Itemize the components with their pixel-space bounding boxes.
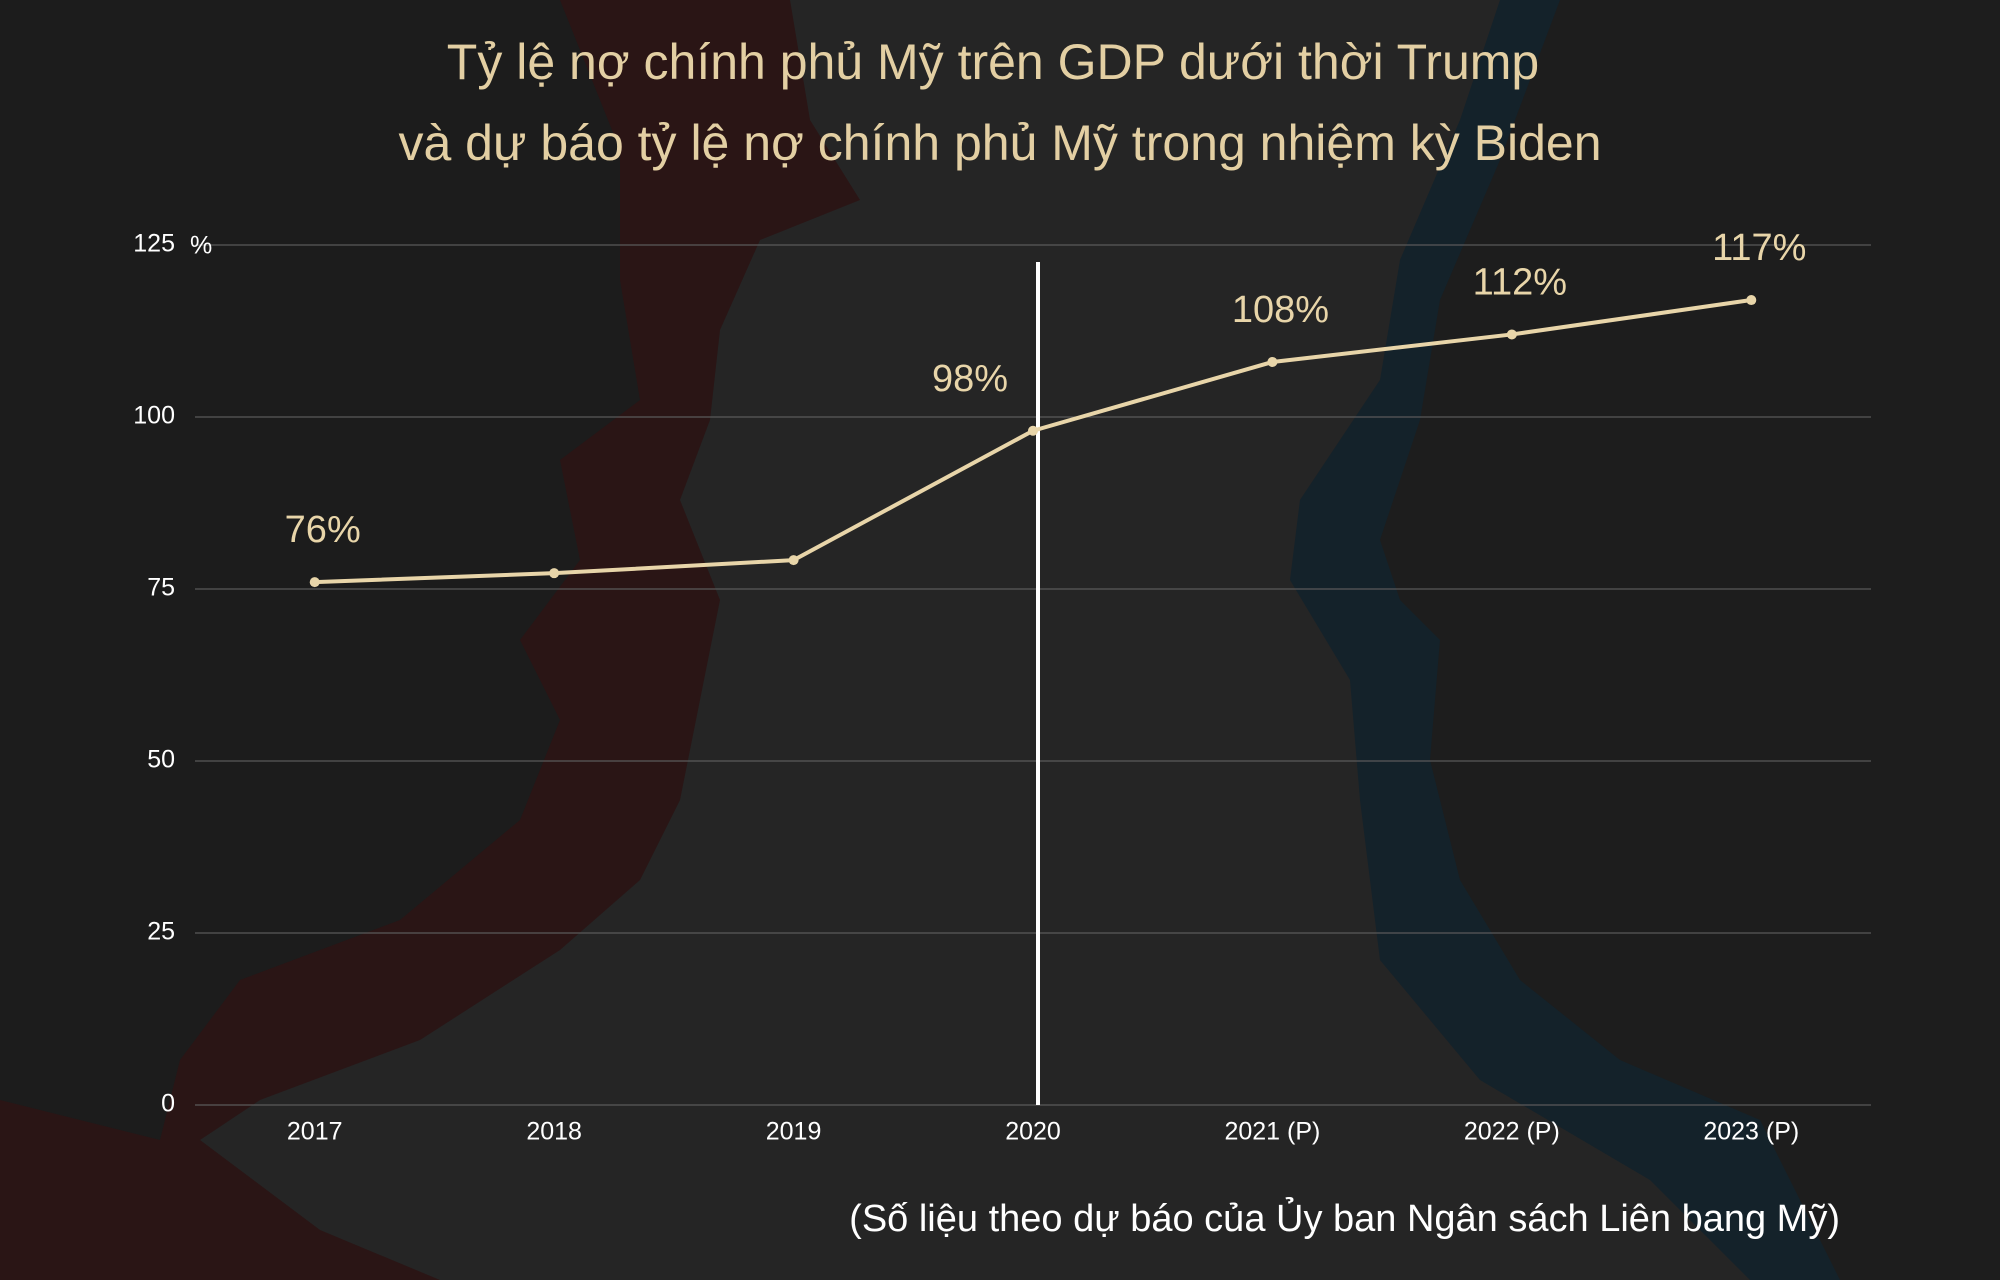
data-point	[309, 577, 320, 588]
left-face	[0, 0, 640, 1140]
data-point	[1746, 295, 1757, 306]
data-point	[788, 555, 799, 566]
x-tick-label: 2017	[287, 1118, 343, 1146]
x-tick-label: 2023 (P)	[1703, 1118, 1799, 1146]
y-tick-label: 0	[161, 1090, 175, 1118]
value-label: 108%	[1232, 289, 1329, 331]
data-point	[549, 568, 560, 579]
y-unit-label: %	[190, 232, 212, 260]
y-tick-label: 50	[147, 746, 175, 774]
chart-title: và dự báo tỷ lệ nợ chính phủ Mỹ trong nh…	[398, 115, 1601, 171]
x-tick-label: 2018	[526, 1118, 582, 1146]
y-tick-label: 125	[133, 230, 175, 258]
data-point	[1028, 425, 1038, 436]
value-label: 112%	[1473, 261, 1567, 303]
data-point	[1506, 329, 1517, 340]
y-tick-label: 25	[147, 918, 175, 946]
data-point	[1267, 356, 1278, 367]
value-label: 76%	[285, 509, 361, 551]
x-tick-label: 2019	[766, 1118, 822, 1146]
x-tick-label: 2021 (P)	[1224, 1118, 1320, 1146]
x-tick-label: 2022 (P)	[1464, 1118, 1560, 1146]
value-label: 98%	[932, 358, 1008, 400]
x-tick-label: 2020	[1005, 1118, 1061, 1146]
y-tick-label: 75	[147, 574, 175, 602]
value-label: 117%	[1712, 227, 1806, 269]
y-tick-label: 100	[133, 402, 175, 430]
source-note: (Số liệu theo dự báo của Ủy ban Ngân sác…	[849, 1196, 1840, 1240]
chart-title: Tỷ lệ nợ chính phủ Mỹ trên GDP dưới thời…	[447, 34, 1539, 90]
right-face	[1380, 0, 2000, 1280]
